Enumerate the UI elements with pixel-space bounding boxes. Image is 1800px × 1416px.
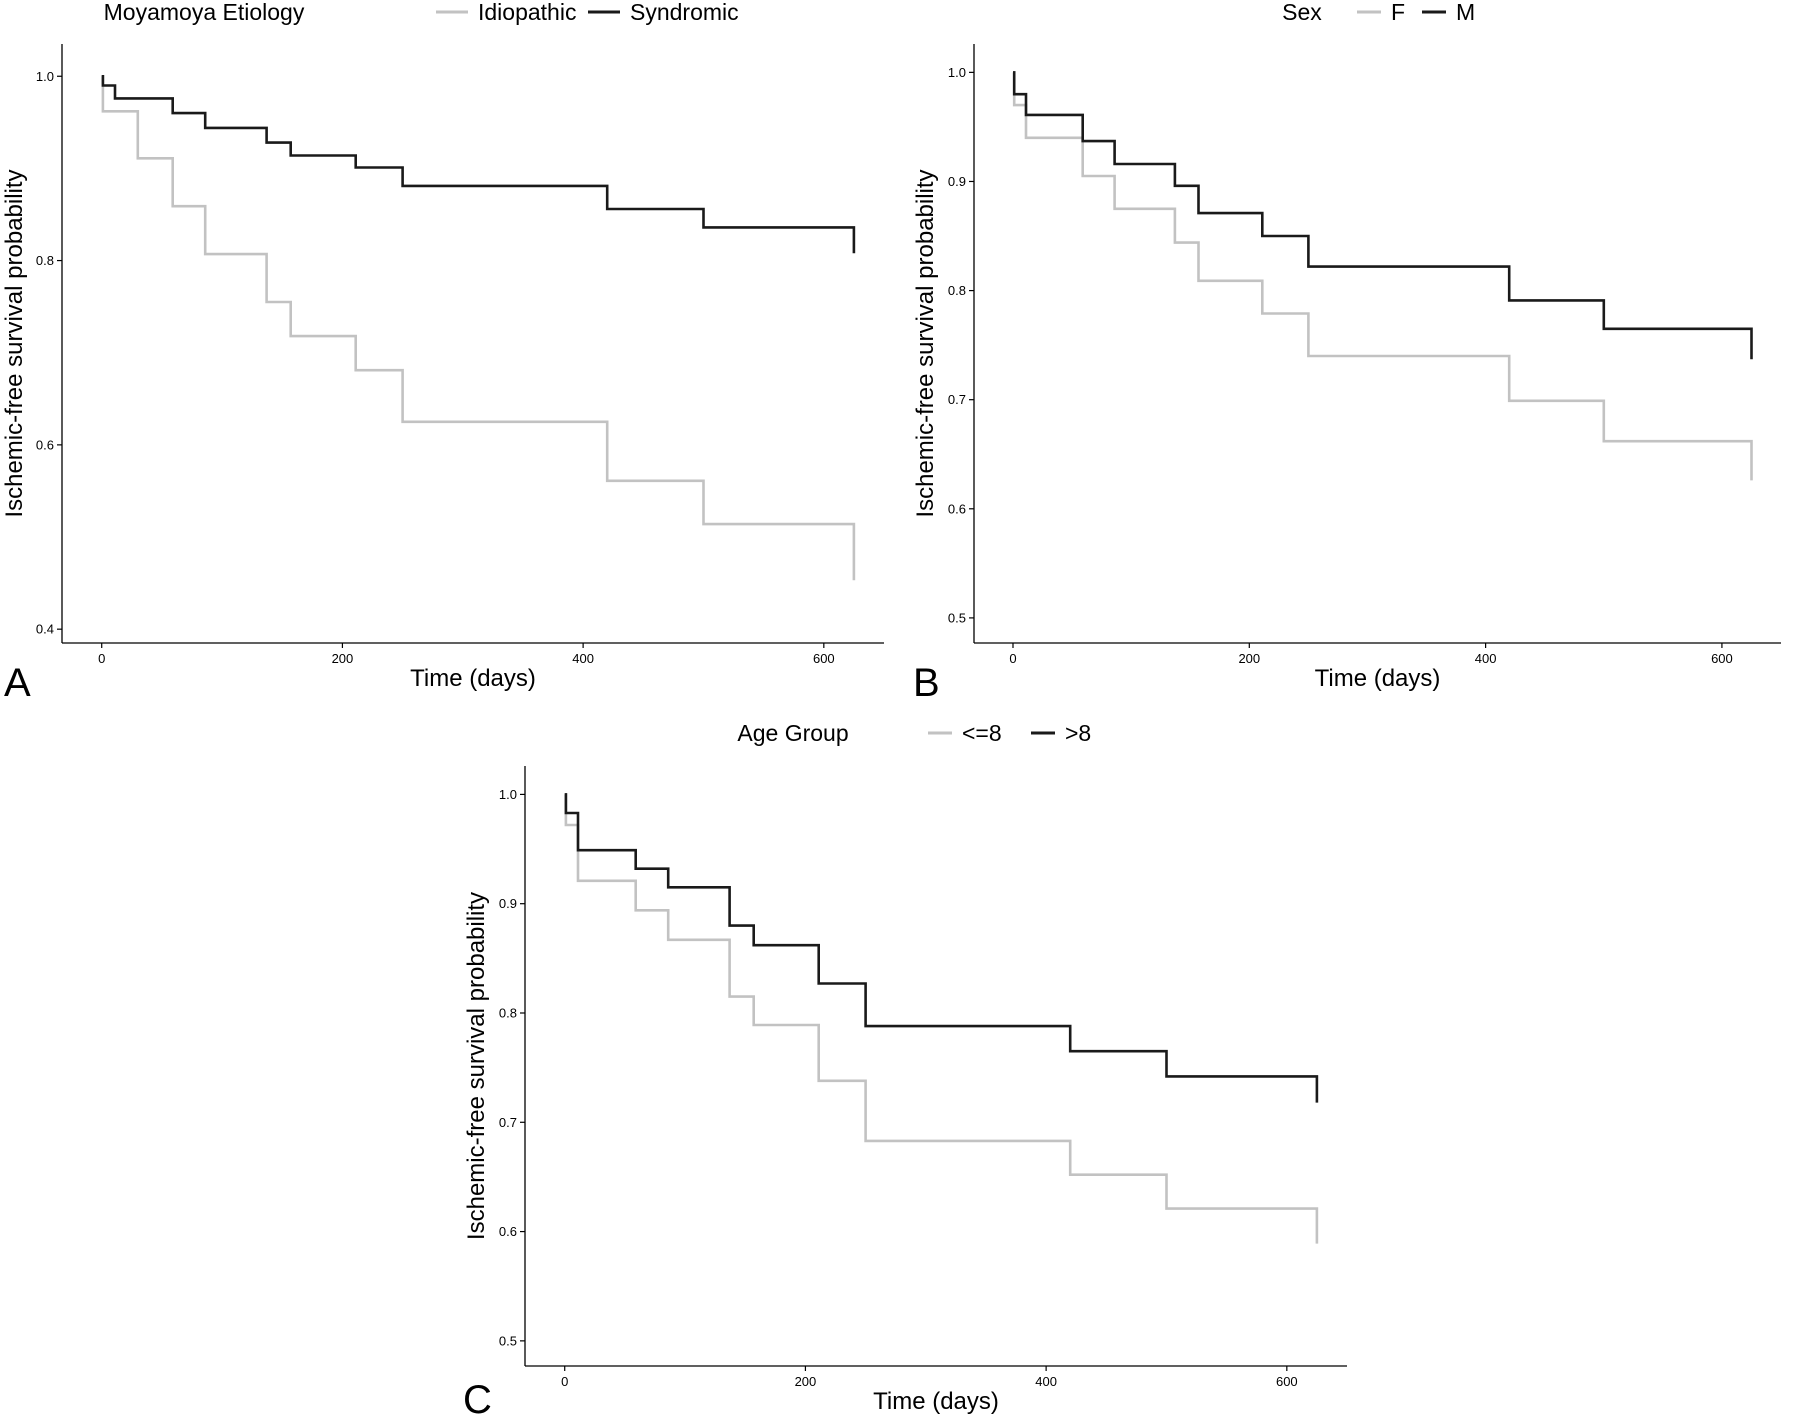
- y-axis-title: Ischemic-free survival probability: [1, 169, 28, 517]
- panel-b: 0.5 0.6 0.7 0.8 0.9 1.0 0 200 400 600 Time (days) I…: [912, 0, 1781, 705]
- x-tick-label: 0: [1009, 651, 1016, 666]
- y-tick-label: 0.7: [948, 392, 966, 407]
- y-axis-title: Ischemic-free survival probability: [463, 892, 490, 1240]
- y-tick-label: 0.4: [36, 622, 54, 637]
- legend-title: Moyamoya Etiology: [104, 0, 305, 25]
- y-tick-label: 0.8: [36, 253, 54, 268]
- y-tick-label: 0.8: [499, 1005, 517, 1020]
- x-tick-label: 200: [1238, 651, 1260, 666]
- y-tick-label: 1.0: [948, 65, 966, 80]
- series-line-light: [101, 75, 856, 581]
- panel-letter: B: [913, 661, 940, 705]
- series-line-dark: [101, 75, 856, 254]
- legend-entry: <=8: [962, 720, 1002, 746]
- y-tick-label: 1.0: [36, 69, 54, 84]
- legend-entry: Idiopathic: [478, 0, 576, 25]
- series-line-dark: [564, 793, 1319, 1103]
- y-tick-label: 0.5: [948, 610, 966, 625]
- panel-c: 0.5 0.6 0.7 0.8 0.9 1.0 0 200 400 600 Time (days) I…: [463, 720, 1347, 1416]
- y-axis-title: Ischemic-free survival probability: [912, 169, 939, 517]
- y-tick-label: 0.6: [36, 437, 54, 452]
- legend-entry: M: [1456, 0, 1475, 25]
- legend: Age Group <=8 >8: [737, 720, 1091, 746]
- series-line-dark: [1012, 71, 1753, 360]
- x-axis-title: Time (days): [873, 1388, 999, 1415]
- y-tick-label: 0.7: [499, 1115, 517, 1130]
- x-tick-label: 600: [1276, 1374, 1298, 1389]
- y-tick-label: 0.9: [948, 174, 966, 189]
- legend-entry: >8: [1065, 720, 1091, 746]
- x-tick-label: 400: [572, 651, 594, 666]
- legend-entry: F: [1391, 0, 1405, 25]
- y-tick-label: 0.5: [499, 1333, 517, 1348]
- x-tick-label: 200: [332, 651, 354, 666]
- series-line-light: [1012, 71, 1753, 481]
- x-tick-label: 0: [561, 1374, 568, 1389]
- legend: Sex F M: [1282, 0, 1475, 25]
- x-tick-label: 400: [1035, 1374, 1057, 1389]
- y-tick-label: 0.6: [948, 501, 966, 516]
- series-line-light: [564, 793, 1319, 1244]
- legend: Moyamoya Etiology Idiopathic Syndromic: [104, 0, 739, 25]
- panel-letter: A: [4, 661, 31, 705]
- x-tick-label: 600: [1711, 651, 1733, 666]
- panel-letter: C: [463, 1378, 492, 1416]
- y-tick-label: 1.0: [499, 787, 517, 802]
- y-tick-label: 0.8: [948, 283, 966, 298]
- legend-title: Sex: [1282, 0, 1322, 25]
- x-axis-title: Time (days): [410, 665, 536, 692]
- x-tick-label: 200: [795, 1374, 817, 1389]
- x-axis-title: Time (days): [1315, 665, 1441, 692]
- y-tick-label: 0.9: [499, 896, 517, 911]
- panel-a: 0.4 0.6 0.8 1.0 0 200 400 600 Time (days) Ischemi…: [1, 0, 884, 705]
- y-tick-label: 0.6: [499, 1224, 517, 1239]
- legend-entry: Syndromic: [630, 0, 739, 25]
- x-tick-label: 400: [1475, 651, 1497, 666]
- legend-title: Age Group: [737, 720, 848, 746]
- x-tick-label: 600: [813, 651, 835, 666]
- x-tick-label: 0: [98, 651, 105, 666]
